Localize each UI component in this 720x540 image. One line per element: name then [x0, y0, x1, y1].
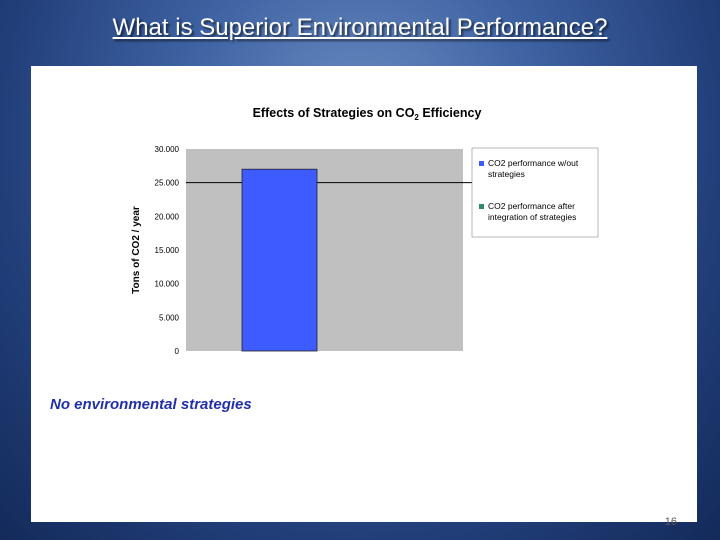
caption: No environmental strategies	[50, 396, 252, 413]
page-number: 16	[664, 516, 677, 528]
legend-series-1-line2: strategies	[488, 169, 525, 179]
y-tick-label: 20.000	[155, 212, 180, 221]
chart-title-main: Effects of Strategies on CO	[253, 106, 415, 120]
y-tick-label: 30.000	[155, 145, 180, 154]
y-tick-label: 25.000	[155, 179, 180, 188]
legend-swatch-series-2	[479, 204, 484, 209]
y-tick-label: 10.000	[155, 280, 180, 289]
chart-title: Effects of Strategies on CO2 Efficiency	[253, 106, 482, 122]
bar-chart: Effects of Strategies on CO2 Efficiency …	[131, 106, 599, 356]
legend-swatch-series-1	[479, 161, 484, 166]
chart-title-tail: Efficiency	[419, 106, 482, 120]
y-tick-label: 0	[175, 347, 180, 356]
bar-series-1	[241, 168, 318, 352]
legend-series-1-line1: CO2 performance w/out	[488, 158, 579, 168]
legend: CO2 performance w/out strategies CO2 per…	[471, 147, 599, 238]
y-axis-label: Tons of CO2 / year	[131, 206, 142, 294]
plot-area	[186, 149, 463, 351]
y-tick-label: 15.000	[155, 246, 180, 255]
chart-panel: Effects of Strategies on CO2 Efficiency …	[31, 66, 697, 528]
legend-box	[471, 147, 599, 238]
legend-series-2-line1: CO2 performance after	[488, 201, 575, 211]
y-tick-label: 5.000	[159, 313, 180, 322]
slide-title: What is Superior Environmental Performan…	[112, 14, 608, 41]
chart-title-subscript: 2	[414, 113, 419, 122]
legend-series-2-line2: integration of strategies	[488, 212, 576, 222]
